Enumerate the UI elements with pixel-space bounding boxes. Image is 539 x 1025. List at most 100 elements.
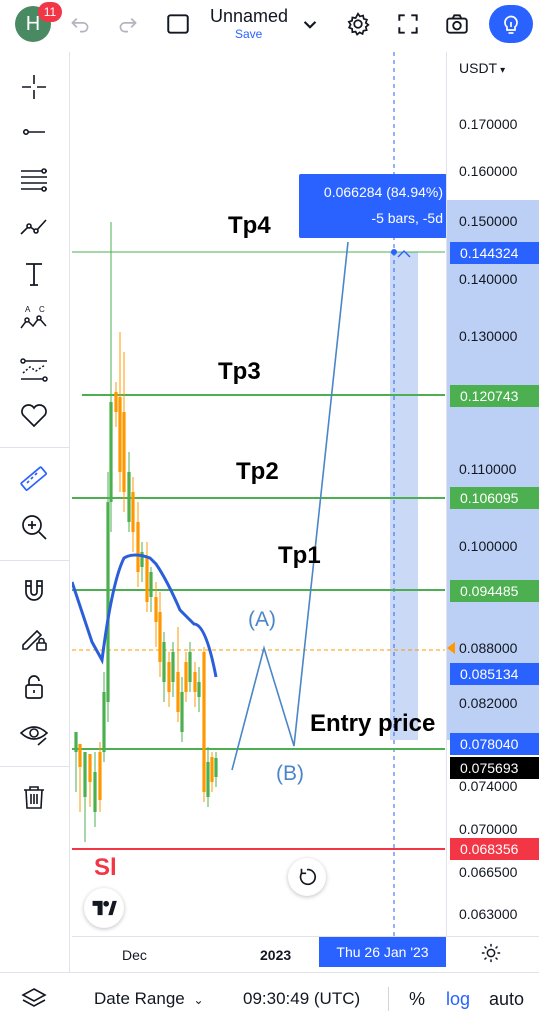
trendline-icon[interactable] [14, 115, 54, 149]
price-tick: 0.066500 [459, 864, 518, 880]
tp1-price-tag: 0.094485 [450, 580, 539, 602]
candle-body [118, 397, 122, 472]
measure-range-shade [447, 200, 539, 740]
sidebar-divider [0, 447, 69, 448]
candle-body [180, 692, 184, 732]
settings-sun-icon[interactable] [480, 942, 504, 966]
clock-time[interactable]: 09:30:49 (UTC) [243, 989, 361, 1008]
date-range-button[interactable]: Date Range ⌄ [94, 989, 204, 1009]
tp1-label: Tp1 [278, 542, 321, 569]
trash-icon[interactable] [14, 780, 54, 814]
crosshair-icon[interactable] [14, 70, 54, 104]
candle-body [197, 682, 201, 697]
candle-body [78, 744, 82, 767]
price-tick: 0.063000 [459, 906, 518, 922]
ruler-icon[interactable] [14, 462, 54, 496]
redo-icon[interactable] [114, 10, 142, 38]
candle-body [83, 752, 87, 797]
chart-canvas[interactable]: 0.066284 (84.94%) -5 bars, -5d Tp4 Tp3 T… [72, 52, 447, 936]
gear-icon[interactable] [344, 10, 372, 38]
text-icon[interactable] [14, 257, 54, 291]
candle-body [145, 557, 149, 602]
layers-icon[interactable] [20, 985, 48, 1018]
camera-icon[interactable] [443, 10, 471, 38]
log-toggle[interactable]: log [446, 989, 471, 1009]
time-scale[interactable]: Dec 2023 Thu 26 Jan '23 [72, 936, 539, 973]
price-tick: 0.100000 [459, 538, 518, 554]
candle-body [210, 757, 214, 782]
forecast-icon[interactable] [14, 352, 54, 386]
lock-pencil-icon[interactable] [14, 622, 54, 656]
reset-chart-button[interactable] [288, 858, 326, 896]
currency-selector[interactable]: USDT ▾ [459, 60, 505, 76]
price-tick: 0.160000 [459, 163, 518, 179]
cursor-date-tag: Thu 26 Jan '23 [319, 937, 446, 967]
tp3-price-tag: 0.120743 [450, 385, 539, 407]
entry-price-tag: 0.078040 [450, 733, 539, 755]
chevron-down-icon[interactable] [296, 10, 324, 38]
heart-icon[interactable] [14, 398, 54, 432]
candle-body [122, 412, 126, 492]
svg-text:A: A [25, 305, 31, 314]
lock-icon[interactable] [14, 670, 54, 704]
candle-body [140, 552, 144, 567]
symbol-box-icon[interactable] [164, 10, 192, 38]
measure-arrow-icon [397, 250, 411, 258]
price-tick: 0.082000 [459, 695, 518, 711]
reset-icon [299, 868, 317, 886]
auto-toggle[interactable]: auto [489, 989, 525, 1009]
avatar-letter: H [25, 13, 41, 35]
notification-badge: 11 [38, 2, 62, 22]
candle-body [162, 642, 166, 682]
sl-label: Sl [94, 854, 117, 881]
path-icon[interactable] [14, 209, 54, 243]
candle-body [184, 662, 188, 692]
candle-body [114, 392, 118, 412]
svg-text:C: C [39, 305, 45, 314]
price-tick: 0.130000 [459, 328, 518, 344]
ma-price-tag: 0.085134 [450, 663, 539, 685]
price-scale[interactable]: USDT ▾ 0.170000 0.160000 0.150000 0.14000… [446, 52, 539, 936]
magnet-icon[interactable] [14, 574, 54, 608]
bottom-toolbar: Date Range ⌄ 09:30:49 (UTC) % log auto [0, 972, 539, 1025]
fullscreen-icon[interactable] [394, 10, 422, 38]
lightbulb-icon[interactable] [489, 5, 533, 43]
tradingview-logo [84, 888, 124, 928]
tp3-label: Tp3 [218, 358, 261, 385]
undo-icon[interactable] [66, 10, 94, 38]
percent-toggle[interactable]: % [409, 989, 426, 1009]
last-price-tag: 0.075693 [450, 757, 539, 779]
candle-body [127, 472, 131, 522]
candle-body [88, 754, 92, 782]
projection-path [231, 241, 349, 771]
layout-name[interactable]: Unnamed [210, 6, 289, 26]
wave-a-label: (A) [248, 608, 276, 631]
candle-body [131, 492, 135, 532]
candle-body [202, 652, 206, 792]
zoom-icon[interactable] [14, 510, 54, 544]
entry-price-label: Entry price [310, 710, 436, 737]
sl-price-tag: 0.068356 [450, 838, 539, 860]
target-price-tag: 0.144324 [450, 242, 539, 264]
candle-body [93, 772, 97, 812]
candle-body [136, 522, 140, 572]
top-toolbar: H 11 Unnamed Save [0, 0, 539, 48]
candle-body [98, 752, 102, 800]
eye-icon[interactable] [14, 717, 54, 751]
measure-point [391, 249, 397, 255]
candle-body [158, 612, 162, 662]
fib-icon[interactable] [14, 162, 54, 196]
candle-body [154, 597, 158, 622]
candle-body [102, 692, 106, 752]
tp4-label: Tp4 [228, 212, 271, 239]
candle-body [176, 672, 180, 712]
save-link[interactable]: Save [235, 27, 263, 41]
candle-body [106, 502, 110, 702]
price-tick: 0.110000 [459, 461, 517, 477]
price-tick: 0.170000 [459, 116, 518, 132]
current-price-marker-icon [447, 642, 455, 654]
candlestick-series [74, 222, 218, 842]
measure-tooltip-line2: -5 bars, -5d [371, 210, 443, 226]
date-range-label: Date Range [94, 989, 185, 1008]
